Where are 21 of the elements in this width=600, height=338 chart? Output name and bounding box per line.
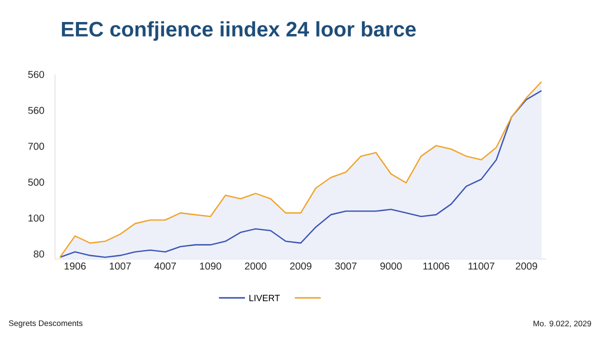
text: 560: [28, 106, 44, 114]
x-tick-label: 4007: [154, 262, 176, 270]
text: 560: [28, 70, 44, 78]
x-tick-label: 2009: [516, 262, 538, 270]
text: 80: [34, 250, 44, 258]
x-tick-label: 1090: [200, 262, 222, 270]
text: 700: [28, 142, 44, 150]
x-tick-label: 2000: [244, 262, 266, 270]
x-tick-label: 3007: [335, 262, 356, 270]
chart-title: EEC confjience iindex 24 loor barce: [62, 21, 416, 41]
x-tick-label: 11007: [468, 262, 494, 270]
text: Mo. 9.022, 2029: [534, 320, 592, 328]
text: 100: [28, 214, 44, 222]
x-tick-label: 11006: [423, 262, 450, 270]
text: 500: [28, 178, 44, 186]
text: Segrets Descoments: [8, 320, 82, 328]
x-tick-label: 9000: [380, 262, 402, 270]
x-tick-label: 2009: [290, 262, 312, 270]
x-tick-label: 1906: [64, 262, 86, 270]
x-tick-label: 1007: [110, 262, 131, 270]
legend-label: LIVERT: [249, 294, 280, 302]
